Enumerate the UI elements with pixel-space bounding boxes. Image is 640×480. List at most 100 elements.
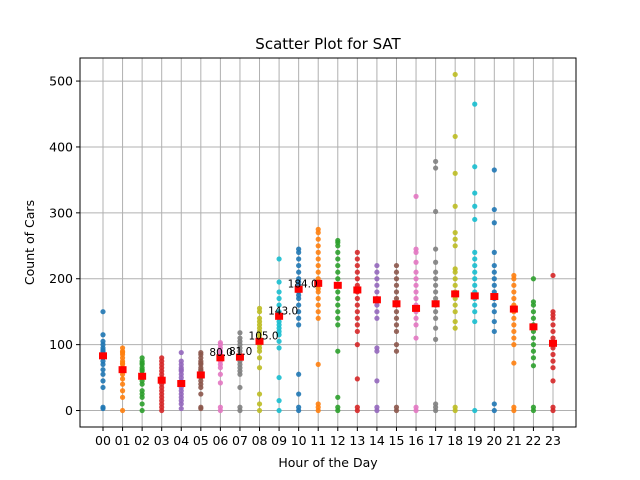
data-point (491, 276, 497, 282)
data-point (198, 404, 204, 410)
data-point (491, 262, 497, 269)
mean-marker (431, 300, 440, 308)
mean-marker (353, 286, 362, 294)
data-point (335, 256, 341, 262)
data-point (178, 405, 184, 412)
data-point (511, 342, 517, 348)
data-point (393, 289, 400, 295)
data-point (452, 404, 458, 410)
mean-marker (490, 293, 499, 301)
data-point (354, 276, 360, 282)
data-point (119, 394, 126, 400)
y-axis-title: Count of Cars (22, 200, 37, 285)
data-point (452, 325, 458, 331)
data-point (276, 256, 282, 262)
data-point (296, 262, 302, 269)
data-point (315, 361, 321, 368)
mean-marker (451, 290, 460, 298)
mean-marker (255, 337, 264, 345)
data-point (550, 335, 556, 341)
data-point (276, 345, 282, 351)
data-point (119, 381, 126, 387)
mean-marker (470, 292, 479, 300)
data-point (511, 322, 517, 328)
axes: 00 01 02 03 04 05 06 07 08 09 10 11 12 13 14 15 16 17 18 19… (49, 74, 561, 448)
data-point (452, 243, 458, 249)
data-point (100, 371, 106, 377)
x-tick-label: 08 (252, 433, 268, 448)
data-point (335, 322, 341, 328)
data-point (433, 325, 439, 331)
data-point (491, 282, 497, 288)
mean-marker (372, 296, 381, 304)
x-tick-label: 03 (154, 433, 170, 448)
data-point (276, 338, 282, 344)
annotations: 80.081.0 105.0 143.0 184.0 (209, 278, 317, 359)
y-tick-label: 0 (65, 403, 73, 418)
mean-marker (392, 300, 401, 308)
data-point (100, 384, 106, 391)
data-point (433, 208, 439, 215)
mean-marker (196, 371, 205, 379)
data-point (315, 295, 321, 302)
data-point (472, 101, 478, 107)
x-axis-title: Hour of the Day (278, 455, 378, 470)
data-point (393, 322, 400, 328)
data-point (374, 315, 380, 321)
data-point (354, 328, 360, 335)
data-point (472, 318, 478, 325)
data-point (354, 309, 360, 315)
data-point (139, 388, 145, 394)
data-point (374, 378, 380, 384)
mean-marker (314, 279, 323, 287)
x-tick-label: 13 (349, 433, 365, 448)
data-point (433, 295, 439, 302)
data-point (550, 351, 556, 358)
data-point (393, 269, 400, 275)
data-point (335, 315, 341, 321)
data-point (354, 342, 360, 348)
data-point (139, 407, 145, 414)
data-point (452, 266, 458, 272)
data-point (354, 404, 360, 410)
data-point (296, 256, 302, 262)
data-point (159, 355, 165, 361)
data-point (530, 315, 537, 321)
data-point (433, 259, 439, 265)
data-point (393, 282, 400, 288)
data-point (354, 322, 360, 328)
data-label: 81.0 (229, 346, 252, 358)
data-point (296, 404, 302, 410)
data-point (491, 401, 497, 407)
data-point (550, 358, 556, 364)
x-tick-label: 22 (525, 433, 541, 448)
data-point (374, 309, 380, 315)
x-tick-label: 21 (506, 433, 522, 448)
data-point (256, 407, 263, 414)
data-point (491, 328, 497, 335)
data-point (433, 401, 439, 407)
data-point (119, 407, 126, 414)
data-point (491, 309, 497, 315)
data-point (452, 203, 458, 209)
data-point (452, 133, 458, 140)
data-point (374, 276, 380, 282)
data-point (393, 315, 400, 321)
data-point (315, 256, 321, 262)
data-point (354, 376, 360, 382)
data-point (119, 345, 126, 351)
data-point (511, 328, 517, 335)
data-point (296, 269, 302, 275)
data-point (413, 322, 419, 328)
data-point (374, 404, 380, 410)
data-point (413, 404, 419, 410)
data-point (296, 309, 302, 315)
data-point (178, 349, 184, 356)
mean-marker (275, 312, 284, 320)
mean-marker (333, 281, 342, 289)
data-point (198, 349, 204, 356)
data-point (256, 391, 263, 397)
data-point (374, 345, 380, 351)
mean-marker (509, 305, 518, 313)
mean-marker (412, 304, 421, 312)
